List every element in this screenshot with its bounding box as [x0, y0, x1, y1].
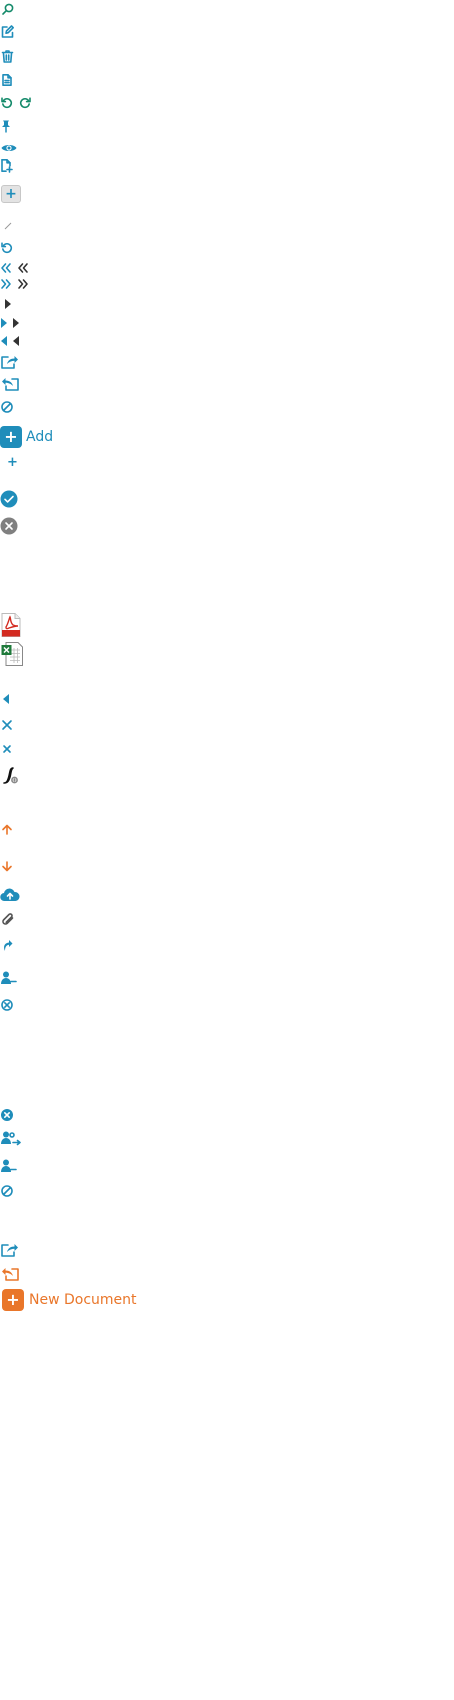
double-chevron-right-icon[interactable] — [18, 279, 28, 289]
close-circle-icon[interactable] — [1, 1109, 13, 1121]
caret-left-icon[interactable] — [1, 336, 7, 346]
signature-icon[interactable] — [3, 767, 19, 785]
close-circle-icon[interactable] — [1, 999, 13, 1011]
user-assign-icon[interactable] — [1, 1131, 21, 1146]
close-icon[interactable] — [3, 745, 11, 753]
refresh-icon[interactable] — [1, 242, 13, 254]
pin-icon[interactable] — [1, 120, 11, 133]
plus-icon: + — [4, 427, 18, 446]
pdf-file-icon[interactable] — [1, 613, 21, 637]
caret-right-icon[interactable] — [5, 299, 11, 309]
caret-right-icon[interactable] — [1, 318, 7, 328]
export-icon[interactable] — [1, 1267, 19, 1281]
plus-button[interactable]: + — [1, 185, 21, 203]
double-chevron-left-icon[interactable] — [18, 263, 28, 273]
arrow-up-icon[interactable] — [2, 824, 12, 835]
document-add-icon[interactable] — [1, 159, 13, 173]
pencil-icon[interactable] — [4, 222, 12, 230]
close-circle-icon[interactable] — [0, 517, 18, 535]
plus-icon[interactable]: + — [7, 455, 18, 470]
reply-icon[interactable] — [1, 377, 19, 391]
excel-file-icon[interactable] — [1, 642, 23, 666]
caret-left-icon[interactable] — [3, 694, 9, 704]
arrow-down-icon[interactable] — [2, 861, 12, 872]
user-remove-icon[interactable] — [1, 971, 17, 985]
forward-icon[interactable] — [3, 939, 13, 952]
undo-icon[interactable] — [1, 97, 13, 109]
add-button-label[interactable]: Add — [26, 429, 54, 445]
plus-icon: + — [5, 186, 17, 202]
user-remove-icon[interactable] — [1, 1159, 17, 1173]
paperclip-icon[interactable] — [2, 913, 14, 926]
ban-icon[interactable] — [1, 1185, 13, 1197]
share-icon[interactable] — [1, 1243, 19, 1257]
document-icon[interactable] — [2, 74, 12, 86]
ban-icon[interactable] — [1, 401, 13, 413]
check-circle-icon[interactable] — [0, 490, 18, 508]
caret-left-icon[interactable] — [13, 336, 19, 346]
plus-icon: + — [6, 1290, 20, 1309]
share-icon[interactable] — [1, 355, 19, 369]
search-icon[interactable] — [2, 3, 14, 15]
eye-icon[interactable] — [1, 143, 17, 153]
double-chevron-right-icon[interactable] — [1, 279, 11, 289]
add-button[interactable]: + — [0, 426, 22, 448]
trash-icon[interactable] — [1, 50, 14, 63]
redo-icon[interactable] — [19, 97, 31, 109]
caret-right-icon[interactable] — [13, 318, 19, 328]
new-document-button[interactable]: + — [2, 1289, 24, 1311]
edit-icon[interactable] — [1, 25, 14, 38]
double-chevron-left-icon[interactable] — [1, 263, 11, 273]
close-icon[interactable] — [2, 720, 12, 730]
cloud-upload-icon[interactable] — [0, 887, 20, 902]
new-document-button-label[interactable]: New Document — [29, 1292, 137, 1308]
